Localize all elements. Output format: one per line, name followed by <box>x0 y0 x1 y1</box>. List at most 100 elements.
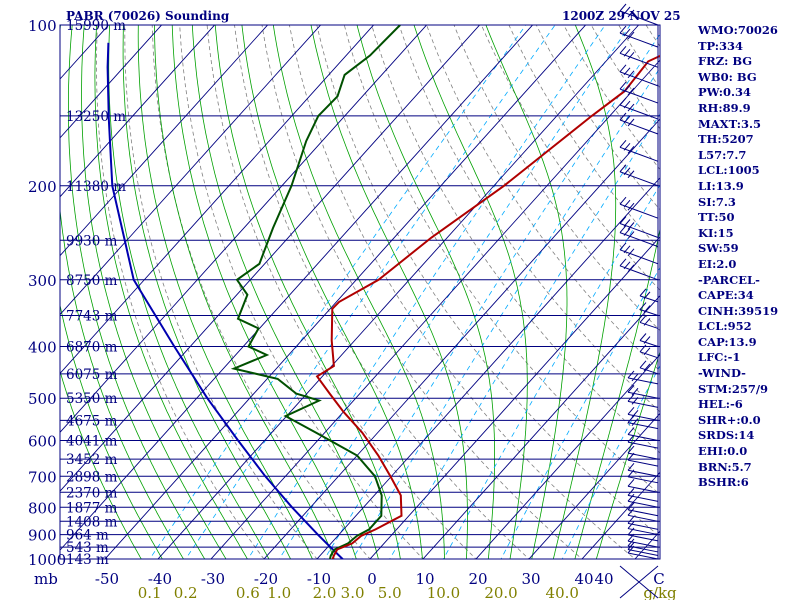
index-item: HEL:-6 <box>698 397 743 412</box>
dry-adiabat <box>371 25 660 454</box>
index-item: SW:59 <box>698 241 739 256</box>
wind-barb-flag <box>619 242 627 251</box>
wind-barb-flag <box>627 31 635 40</box>
moist-adiabat <box>60 303 163 559</box>
mixing-ratio-line <box>185 25 556 559</box>
wind-barb-staff <box>627 391 659 399</box>
moist-adiabat <box>214 25 401 559</box>
pressure-tick-label: 600 <box>28 433 57 451</box>
isotherm <box>157 25 640 559</box>
height-label: 2898 m <box>66 469 118 485</box>
wind-barb-flag <box>631 373 639 382</box>
wind-barb <box>619 164 659 187</box>
temperature-tick-label: -30 <box>201 570 225 588</box>
wind-barb <box>627 478 659 493</box>
height-label: 6075 m <box>66 367 118 383</box>
mixing-ratio-tick-label: 0.1 <box>138 584 162 600</box>
wind-barb-flag <box>619 225 627 233</box>
wind-barb-flag <box>627 145 635 154</box>
wind-barb <box>627 407 659 421</box>
wind-barb <box>627 445 659 460</box>
index-item: SI:7.3 <box>698 194 736 209</box>
isotherm <box>316 177 660 559</box>
wind-barb <box>627 394 659 408</box>
wind-barb-staff <box>639 321 659 329</box>
mixing-ratio-unit-label: g/kg <box>643 584 677 600</box>
wind-barb <box>639 344 659 359</box>
height-label: 1408 m <box>66 514 118 530</box>
index-item: LFC:-1 <box>698 350 741 365</box>
index-item: LCL:952 <box>698 319 752 334</box>
dry-adiabat <box>508 25 660 251</box>
wind-barb-flag <box>639 288 647 297</box>
wind-barb-flag <box>643 291 651 300</box>
pressure-tick-label: 700 <box>28 468 57 486</box>
temperature-tick-label: -20 <box>254 570 278 588</box>
temperature-tick-label: 20 <box>468 570 487 588</box>
mixing-ratio-tick-label: 5.0 <box>378 584 402 600</box>
mixing-ratio-line <box>149 25 527 559</box>
wind-barb-flag <box>627 502 635 511</box>
wind-barb-flag <box>627 248 635 257</box>
index-item: PW:0.34 <box>698 85 752 100</box>
height-label: 15990 m <box>66 18 126 34</box>
plot-frame <box>59 24 661 560</box>
height-label: 9930 m <box>66 233 118 249</box>
dry-adiabats <box>96 25 660 559</box>
wind-barb-flag <box>627 51 635 60</box>
temperature-tick-label: 10 <box>415 570 434 588</box>
wind-barb <box>639 360 659 375</box>
temperature-tick-label: 0 <box>367 570 377 588</box>
mixing-ratio-line <box>324 33 660 559</box>
wind-barb-staff <box>639 340 659 347</box>
wind-barb-flag <box>627 394 635 402</box>
wind-barb <box>619 25 659 48</box>
index-item: EI:2.0 <box>698 256 737 271</box>
wind-barb-flag <box>627 516 635 524</box>
moist-adiabat <box>310 25 468 559</box>
wind-barb <box>627 502 659 517</box>
isotherm <box>210 59 660 559</box>
mixing-ratio-tick-label: 3.0 <box>341 584 365 600</box>
pressure-tick-label: 100 <box>28 17 57 35</box>
wind-barb-flag <box>619 164 627 173</box>
dry-adiabat <box>398 25 660 413</box>
wind-barb-staff <box>639 295 659 303</box>
wind-barb-staff <box>627 434 659 442</box>
temperature-tick-label: 30 <box>521 570 540 588</box>
wind-barb-flag <box>643 318 651 326</box>
moist-adiabat <box>191 25 379 559</box>
wind-axis-diag <box>619 565 659 599</box>
wind-barb-flag <box>627 434 635 443</box>
wind-barb-staff <box>627 552 659 560</box>
wind-barb-flag <box>619 64 627 73</box>
wind-barb <box>627 507 659 522</box>
dry-adiabat <box>343 25 660 496</box>
chart-title: PABR (70026) Sounding <box>66 9 230 23</box>
index-item: LI:13.9 <box>698 178 744 193</box>
height-label: 3452 m <box>66 452 118 468</box>
wind-barb <box>619 112 659 135</box>
wind-barb-staff <box>619 232 659 248</box>
dry-adiabat <box>316 25 660 538</box>
index-item: -WIND- <box>698 366 746 381</box>
wind-barb <box>619 216 659 238</box>
moist-adiabat <box>272 25 445 559</box>
moist-adiabat <box>241 25 423 559</box>
moist-adiabat <box>171 25 357 559</box>
moist-adiabat <box>81 25 227 559</box>
mixing-ratio-tick-label: 10.0 <box>427 584 460 600</box>
wind-barb-flag <box>623 167 631 176</box>
height-label: 143 m <box>66 552 109 568</box>
isotherm <box>60 25 534 551</box>
wind-barb-flag <box>619 97 627 106</box>
dry-adiabat <box>288 25 636 559</box>
wind-axis-label: 40 <box>594 570 613 588</box>
wind-barb-flag <box>619 81 627 90</box>
wind-barb-staff <box>627 377 659 385</box>
wind-barb-flag <box>627 202 635 211</box>
wind-barb-flag <box>619 196 627 205</box>
height-label: 2370 m <box>66 485 118 501</box>
wind-barb-flag <box>627 103 635 112</box>
